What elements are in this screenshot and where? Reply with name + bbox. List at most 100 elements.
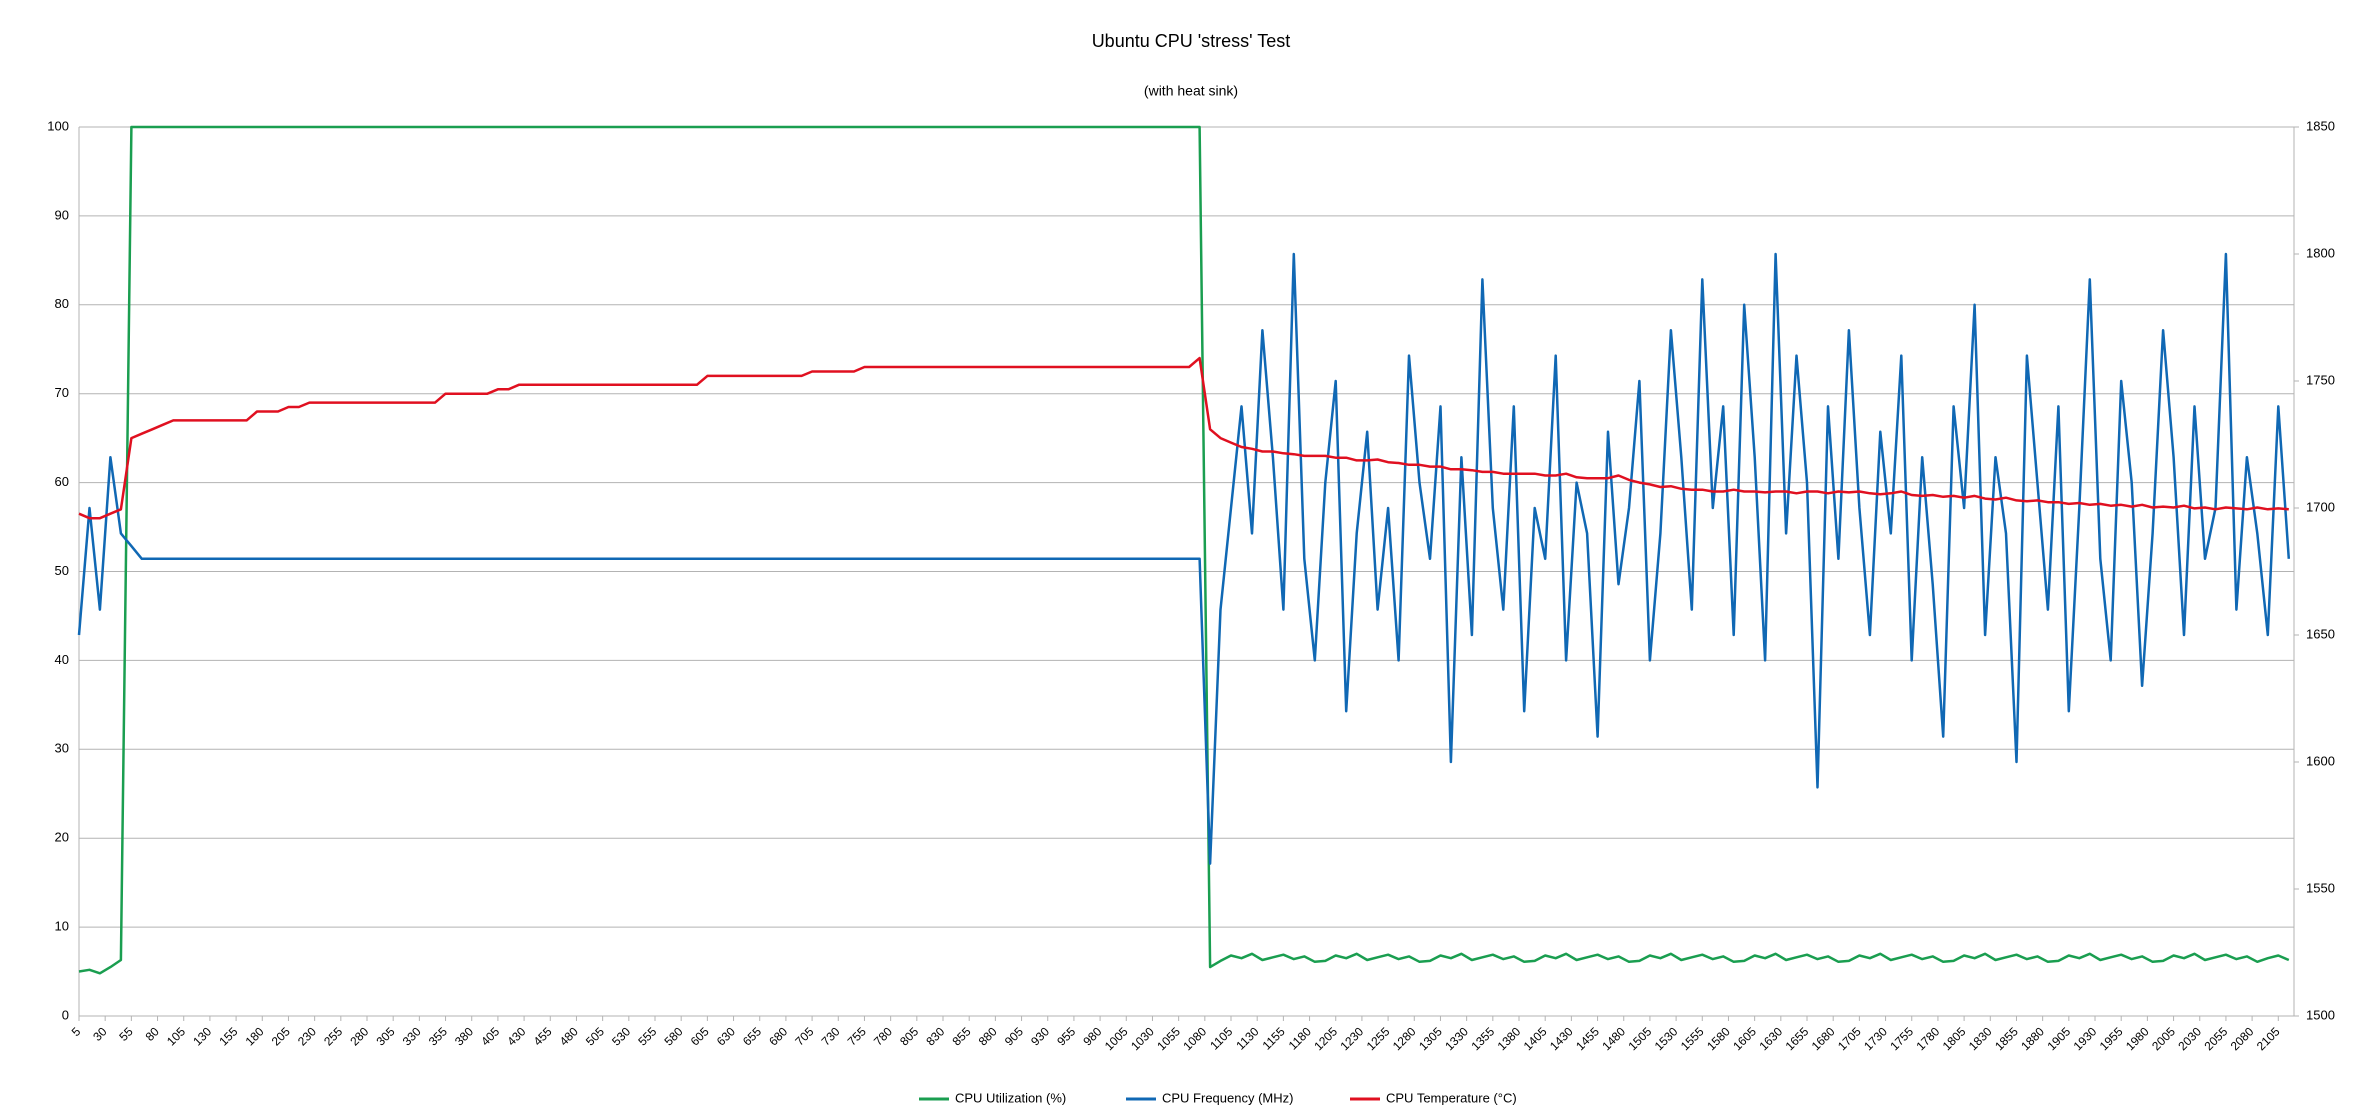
x-tick-label: 855 (949, 1024, 973, 1048)
x-tick-label: 1105 (1207, 1024, 1235, 1052)
x-tick-label: 1130 (1233, 1024, 1261, 1052)
y-tick-label: 100 (47, 118, 69, 133)
x-tick-label: 1930 (2071, 1024, 2100, 1053)
y2-tick-label: 1850 (2306, 118, 2335, 133)
x-tick-label: 730 (819, 1024, 843, 1048)
y-tick-label: 40 (55, 652, 69, 667)
x-tick-label: 1430 (1547, 1024, 1576, 1053)
chart-title: Ubuntu CPU 'stress' Test (1092, 31, 1291, 51)
y-tick-label: 10 (55, 919, 69, 934)
chart-subtitle: (with heat sink) (1144, 83, 1238, 99)
y-tick-label: 80 (55, 296, 69, 311)
y-tick-label: 20 (55, 830, 69, 845)
x-tick-label: 1030 (1128, 1024, 1157, 1053)
legend-label: CPU Temperature (°C) (1386, 1090, 1517, 1105)
y-tick-label: 70 (55, 385, 69, 400)
x-tick-label: 1255 (1364, 1024, 1393, 1053)
x-tick-label: 2080 (2228, 1024, 2257, 1053)
x-tick-label: 530 (609, 1024, 633, 1048)
x-tick-label: 955 (1054, 1024, 1078, 1048)
x-tick-label: 80 (143, 1024, 163, 1044)
x-tick-label: 830 (923, 1024, 947, 1048)
y-tick-label: 60 (55, 474, 69, 489)
x-tick-label: 2005 (2149, 1024, 2178, 1053)
x-tick-label: 1080 (1180, 1024, 1209, 1053)
x-tick-label: 205 (269, 1024, 293, 1048)
x-tick-label: 1230 (1338, 1024, 1367, 1053)
x-tick-label: 1605 (1730, 1024, 1759, 1053)
x-tick-label: 1355 (1468, 1024, 1497, 1053)
x-tick-label: 180 (243, 1024, 267, 1048)
x-tick-label: 1780 (1914, 1024, 1943, 1053)
x-tick-label: 1480 (1599, 1024, 1628, 1053)
x-tick-label: 755 (845, 1024, 869, 1048)
x-tick-label: 1455 (1573, 1024, 1602, 1053)
y2-tick-label: 1600 (2306, 753, 2335, 768)
x-tick-label: 105 (164, 1024, 188, 1048)
x-tick-label: 155 (216, 1024, 240, 1048)
x-tick-label: 705 (792, 1024, 816, 1048)
y-tick-label: 90 (55, 207, 69, 222)
y-tick-label: 50 (55, 563, 69, 578)
x-tick-label: 480 (557, 1024, 581, 1048)
x-tick-label: 505 (583, 1024, 607, 1048)
x-tick-label: 1405 (1521, 1024, 1550, 1053)
x-tick-label: 1555 (1678, 1024, 1707, 1053)
x-tick-label: 1280 (1390, 1024, 1419, 1053)
x-tick-label: 1005 (1102, 1024, 1131, 1053)
x-tick-label: 55 (116, 1024, 136, 1044)
x-tick-label: 1505 (1626, 1024, 1655, 1053)
x-tick-label: 605 (688, 1024, 712, 1048)
x-tick-label: 1305 (1416, 1024, 1445, 1053)
x-tick-label: 2055 (2202, 1024, 2231, 1053)
y2-tick-label: 1700 (2306, 499, 2335, 514)
x-tick-label: 2105 (2254, 1024, 2283, 1053)
x-tick-label: 130 (190, 1024, 214, 1048)
x-tick-label: 230 (295, 1024, 319, 1048)
x-tick-label: 680 (766, 1024, 790, 1048)
x-tick-label: 630 (714, 1024, 738, 1048)
x-tick-label: 980 (1080, 1024, 1104, 1048)
x-tick-label: 780 (871, 1024, 895, 1048)
x-tick-label: 1055 (1154, 1024, 1183, 1053)
x-tick-label: 330 (400, 1024, 424, 1048)
series-line (78, 356, 2289, 520)
x-tick-label: 555 (635, 1024, 659, 1048)
x-tick-label: 580 (661, 1024, 685, 1048)
x-tick-label: 1955 (2097, 1024, 2126, 1053)
x-tick-label: 305 (373, 1024, 397, 1048)
x-tick-label: 1155 (1260, 1024, 1288, 1052)
x-tick-label: 1980 (2123, 1024, 2152, 1053)
x-tick-label: 1180 (1286, 1024, 1314, 1052)
x-tick-label: 1705 (1835, 1024, 1864, 1053)
x-tick-label: 5 (69, 1024, 84, 1039)
x-tick-label: 1630 (1756, 1024, 1785, 1053)
x-tick-label: 355 (426, 1024, 450, 1048)
y-tick-label: 30 (55, 741, 69, 756)
x-tick-label: 1680 (1809, 1024, 1838, 1053)
x-tick-label: 30 (90, 1024, 110, 1044)
x-tick-label: 880 (976, 1024, 1000, 1048)
x-tick-label: 405 (478, 1024, 502, 1048)
x-tick-label: 1530 (1652, 1024, 1681, 1053)
y2-tick-label: 1750 (2306, 372, 2335, 387)
x-tick-label: 1580 (1704, 1024, 1733, 1053)
x-tick-label: 1755 (1887, 1024, 1916, 1053)
x-tick-label: 1905 (2044, 1024, 2073, 1053)
y2-tick-label: 1500 (2306, 1007, 2335, 1022)
legend-label: CPU Utilization (%) (955, 1090, 1066, 1105)
x-tick-label: 255 (321, 1024, 345, 1048)
x-tick-label: 2030 (2175, 1024, 2204, 1053)
legend-label: CPU Frequency (MHz) (1162, 1090, 1293, 1105)
x-tick-label: 1880 (2018, 1024, 2047, 1053)
x-tick-label: 1330 (1442, 1024, 1471, 1053)
x-tick-label: 905 (1002, 1024, 1026, 1048)
x-tick-label: 1805 (1940, 1024, 1969, 1053)
x-tick-label: 380 (452, 1024, 476, 1048)
x-tick-label: 455 (531, 1024, 555, 1048)
x-tick-label: 805 (897, 1024, 921, 1048)
series-line (78, 125, 2290, 975)
x-tick-label: 430 (504, 1024, 528, 1048)
